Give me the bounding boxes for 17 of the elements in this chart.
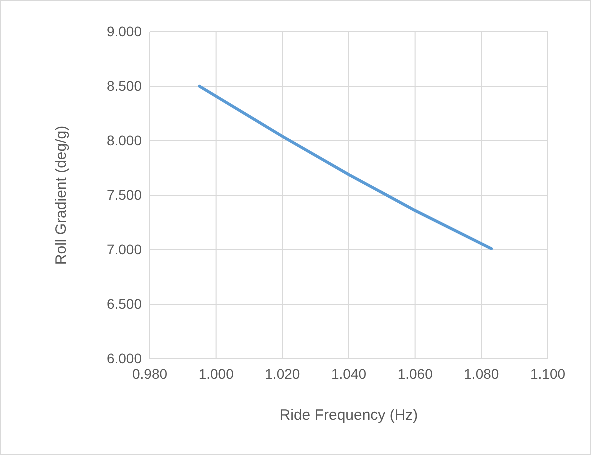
y-tick-label: 6.500 [106,296,142,312]
x-tick-label: 0.980 [132,366,168,382]
x-tick-label: 1.100 [530,366,566,382]
y-tick-label: 8.500 [106,78,142,94]
x-axis-title: Ride Frequency (Hz) [280,407,418,424]
y-tick-label: 8.000 [106,132,142,148]
x-tick-label: 1.060 [398,366,434,382]
y-tick-label: 6.000 [106,350,142,366]
x-tick-label: 1.020 [265,366,300,382]
y-tick-label: 7.000 [106,241,142,258]
x-tick-label: 1.040 [331,366,367,382]
x-tick-label: 1.080 [464,366,500,382]
y-axis-title: Roll Gradient (deg/g) [53,126,70,266]
x-tick-label: 1.000 [198,366,234,382]
y-tick-label: 7.500 [106,186,142,203]
y-tick-label: 9.000 [106,23,142,40]
line-series [198,85,494,250]
